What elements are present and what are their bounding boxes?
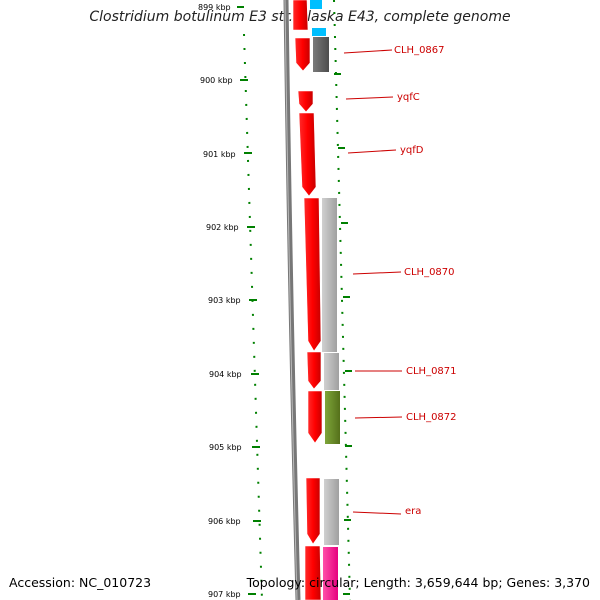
gene-label-text: CLH_0867 xyxy=(394,45,445,56)
genome-backbone xyxy=(283,0,301,600)
cog-block-cyan xyxy=(310,0,322,9)
backbone-highlight xyxy=(284,0,298,600)
cds-arrow xyxy=(303,197,322,352)
cog-block-magenta xyxy=(323,547,338,600)
accession-label: Accession: NC_010723 xyxy=(9,575,152,590)
cog-block-gray xyxy=(324,479,339,545)
kbp-scale: 899 kbp 900 kbp 901 kbp 902 kbp 903 kbp … xyxy=(198,3,261,599)
cds-arrow xyxy=(292,0,309,31)
cog-block-cyan xyxy=(312,28,326,36)
genome-summary: Topology: circular; Length: 3,659,644 bp… xyxy=(246,575,590,590)
gene-label-text: yqfC xyxy=(397,92,420,103)
cds-arrow xyxy=(305,477,321,545)
scale-label: 901 kbp xyxy=(203,150,236,159)
scale-tick-901: 901 kbp xyxy=(203,150,252,159)
gene-label-text: yqfD xyxy=(400,145,424,156)
scale-label: 905 kbp xyxy=(209,443,242,452)
scale-tick-903: 903 kbp xyxy=(208,296,257,305)
cds-arrow xyxy=(298,112,317,197)
scale-label: 899 kbp xyxy=(198,3,231,12)
scale-label: 904 kbp xyxy=(209,370,242,379)
scale-tick-899: 899 kbp xyxy=(198,3,244,12)
cds-arrow xyxy=(294,37,311,72)
cog-block-olive xyxy=(325,391,340,444)
scale-label: 903 kbp xyxy=(208,296,241,305)
minor-ticks-right xyxy=(334,73,352,595)
gene-label-text: CLH_0870 xyxy=(404,267,455,278)
cds-arrow xyxy=(297,90,314,113)
cog-track xyxy=(310,0,340,600)
cds-arrow xyxy=(307,390,323,444)
gene-label-text: CLH_0872 xyxy=(406,412,457,423)
scale-label: 906 kbp xyxy=(208,517,241,526)
scale-label: 907 kbp xyxy=(208,590,241,599)
scale-label: 900 kbp xyxy=(200,76,233,85)
cds-arrow xyxy=(306,351,322,390)
gene-label-yqfd: yqfD xyxy=(347,145,424,156)
gene-label-yqfc: yqfC xyxy=(345,92,420,103)
scale-tick-907: 907 kbp xyxy=(208,590,256,599)
gene-label-clh-0870: CLH_0870 xyxy=(352,267,455,278)
scale-tick-902: 902 kbp xyxy=(206,223,255,232)
gene-labels: CLH_0867 yqfC yqfD CLH_0870 CLH_0871 CLH… xyxy=(343,45,457,517)
gene-label-clh-0871: CLH_0871 xyxy=(355,366,457,377)
gene-label-text: era xyxy=(405,506,421,517)
scale-tick-904: 904 kbp xyxy=(209,370,259,379)
gene-label-era: era xyxy=(352,506,421,517)
scale-tick-906: 906 kbp xyxy=(208,517,261,526)
cog-block-gray xyxy=(324,353,339,390)
scale-tick-905: 905 kbp xyxy=(209,443,260,452)
cds-arrow xyxy=(304,545,322,600)
gene-label-text: CLH_0871 xyxy=(406,366,457,377)
gene-label-clh-0867: CLH_0867 xyxy=(343,45,445,56)
scale-label: 902 kbp xyxy=(206,223,239,232)
scale-tick-900: 900 kbp xyxy=(200,76,248,85)
cog-block-gray xyxy=(322,198,337,352)
cog-block-dark-gray xyxy=(313,37,329,72)
gene-label-clh-0872: CLH_0872 xyxy=(354,412,457,423)
ruler-dots xyxy=(243,0,351,600)
cds-forward-track xyxy=(292,0,323,600)
